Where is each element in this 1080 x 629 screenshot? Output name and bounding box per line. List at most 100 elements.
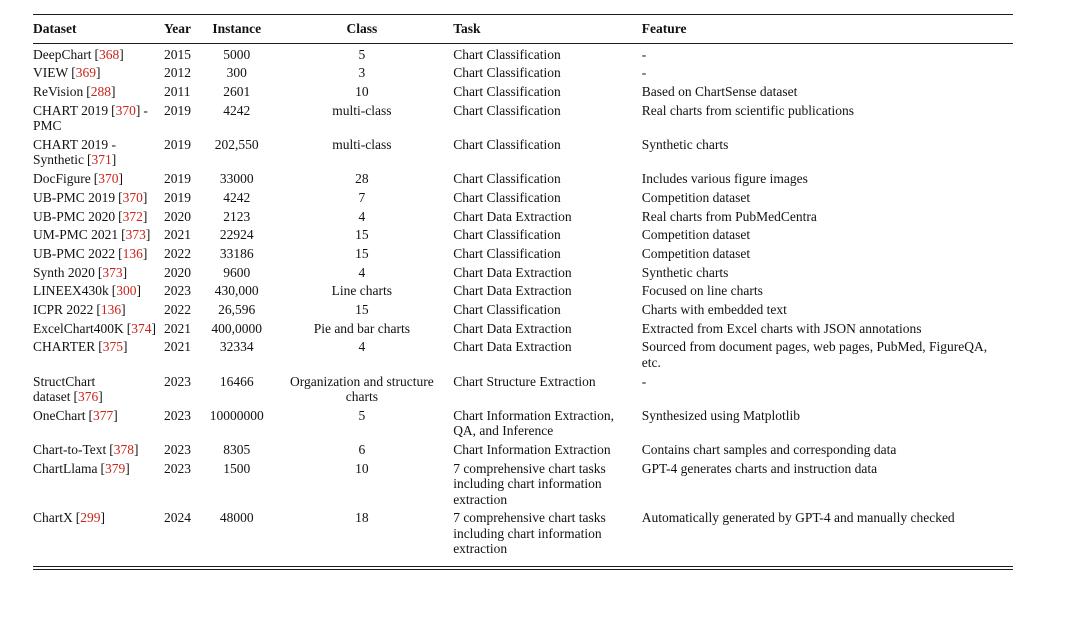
table-row: CHARTER 375 2021 32334 4 Chart Data Extra… xyxy=(33,336,1013,370)
dataset-cell: DeepChart 368 xyxy=(33,43,164,62)
feature-cell: Competition dataset xyxy=(641,245,751,261)
feature-cell: Focused on line charts xyxy=(641,283,763,299)
table-row: UB-PMC 2020 372 2020 2123 4 Chart Data Ex… xyxy=(33,205,1013,224)
citation-number[interactable]: 373 xyxy=(125,227,146,243)
instance-cell: 8305 xyxy=(223,441,251,457)
class-cell: 3 xyxy=(358,65,366,81)
citation-number[interactable]: 377 xyxy=(92,407,114,423)
dataset-name: CHART 2019 - Synthetic xyxy=(33,136,116,168)
citation-number[interactable]: 375 xyxy=(102,339,123,355)
dataset-name: Chart-to-Text xyxy=(33,441,107,457)
feature-cell: Includes various figure images xyxy=(641,171,808,187)
column-header-instance: Instance xyxy=(202,14,279,44)
dataset-name: ExcelChart400K xyxy=(33,320,124,336)
dataset-cell: DocFigure 370 xyxy=(33,168,164,187)
citation-number[interactable]: 288 xyxy=(90,84,111,100)
table-row: UM-PMC 2021 373 2021 22924 15 Chart Class… xyxy=(33,224,1013,243)
task-cell: Chart Data Extraction xyxy=(453,264,572,280)
citation-link[interactable]: 378 xyxy=(109,442,138,457)
citation-link[interactable]: 372 xyxy=(118,209,147,224)
task-cell: Chart Classification xyxy=(453,84,561,100)
task-cell: 7 comprehensive chart tasks including ch… xyxy=(453,460,606,507)
feature-cell: GPT-4 generates charts and instruction d… xyxy=(641,460,878,476)
table-row: Chart-to-Text 378 2023 8305 6 Chart Infor… xyxy=(33,439,1013,458)
feature-cell: Charts with embedded text xyxy=(641,301,787,317)
citation-number[interactable]: 379 xyxy=(104,460,126,476)
citation-number[interactable]: 376 xyxy=(77,389,99,404)
dataset-cell: CHART 2019 370- PMC xyxy=(33,100,164,134)
table-row: DeepChart 368 2015 5000 5 Chart Classific… xyxy=(33,43,1013,62)
citation-number[interactable]: 378 xyxy=(113,441,135,457)
year-cell: 2022 xyxy=(163,301,191,317)
citation-link[interactable]: 370 xyxy=(111,103,140,118)
citation-link[interactable]: 368 xyxy=(94,47,123,62)
citation-number[interactable]: 299 xyxy=(80,510,101,526)
citation-number[interactable]: 136 xyxy=(100,301,122,317)
dataset-cell: UB-PMC 2022 136 xyxy=(33,243,164,262)
dataset-name: UM-PMC 2021 xyxy=(33,227,119,243)
instance-cell: 202,550 xyxy=(214,136,259,152)
dataset-cell: LINEEX430k 300 xyxy=(33,280,164,299)
instance-cell: 10000000 xyxy=(209,407,264,423)
citation-link[interactable]: 136 xyxy=(96,302,125,317)
citation-number[interactable]: 300 xyxy=(116,283,137,299)
instance-cell: 9600 xyxy=(223,264,251,280)
citation-link[interactable]: 370 xyxy=(118,190,147,205)
task-cell: Chart Classification xyxy=(453,171,561,187)
task-cell: Chart Classification xyxy=(453,301,561,317)
year-cell: 2022 xyxy=(163,245,191,261)
year-cell: 2023 xyxy=(163,441,191,457)
dataset-name: CHART 2019 xyxy=(33,102,109,118)
feature-cell: Sourced from document pages, web pages, … xyxy=(641,339,988,370)
citation-number[interactable]: 370 xyxy=(115,102,136,118)
instance-cell: 300 xyxy=(226,65,247,81)
task-cell: Chart Data Extraction xyxy=(453,283,572,299)
instance-cell: 5000 xyxy=(223,46,251,62)
citation-link[interactable]: 371 xyxy=(87,152,116,167)
citation-link[interactable]: 375 xyxy=(98,339,127,354)
class-cell: 10 xyxy=(355,460,369,476)
citation-number[interactable]: 369 xyxy=(75,65,96,81)
year-cell: 2019 xyxy=(163,136,191,152)
class-cell: multi-class xyxy=(332,136,392,152)
class-cell: 4 xyxy=(358,339,366,355)
datasets-table: Dataset Year Instance Class Task Feature… xyxy=(33,14,1013,570)
dataset-name-suffix: - PMC xyxy=(33,102,148,134)
citation-link[interactable]: 300 xyxy=(112,283,141,298)
citation-number[interactable]: 374 xyxy=(131,320,152,336)
dataset-cell: VIEW 369 xyxy=(33,62,164,81)
citation-number[interactable]: 370 xyxy=(122,189,143,205)
citation-link[interactable]: 374 xyxy=(127,321,156,336)
citation-link[interactable]: 377 xyxy=(88,408,117,423)
column-header-class: Class xyxy=(278,14,454,44)
dataset-name: DocFigure xyxy=(33,171,91,187)
year-cell: 2021 xyxy=(163,227,191,243)
citation-link[interactable]: 369 xyxy=(71,65,100,80)
feature-cell: - xyxy=(641,65,647,81)
instance-cell: 2601 xyxy=(223,84,251,100)
citation-link[interactable]: 373 xyxy=(121,227,150,242)
dataset-name: UB-PMC 2019 xyxy=(33,189,116,205)
citation-link[interactable]: 376 xyxy=(73,389,102,404)
citation-number[interactable]: 368 xyxy=(98,46,120,62)
instance-cell: 48000 xyxy=(219,510,254,526)
citation-link[interactable]: 288 xyxy=(86,84,115,99)
dataset-name: ChartX xyxy=(33,510,73,526)
citation-link[interactable]: 379 xyxy=(100,461,129,476)
citation-link[interactable]: 136 xyxy=(118,246,147,261)
citation-number[interactable]: 371 xyxy=(91,152,112,168)
dataset-cell: OneChart 377 xyxy=(33,405,164,439)
citation-link[interactable]: 370 xyxy=(94,171,123,186)
task-cell: Chart Classification xyxy=(453,227,561,243)
citation-number[interactable]: 372 xyxy=(122,208,143,224)
year-cell: 2012 xyxy=(163,65,191,81)
citation-number[interactable]: 136 xyxy=(122,245,143,261)
citation-link[interactable]: 299 xyxy=(76,510,105,525)
citation-number[interactable]: 370 xyxy=(98,171,119,187)
class-cell: Organization and structure charts xyxy=(290,373,434,405)
citation-number[interactable]: 373 xyxy=(102,264,123,280)
citation-link[interactable]: 373 xyxy=(98,265,127,280)
table-row: ChartX 299 2024 48000 18 7 comprehensive … xyxy=(33,507,1013,568)
table-row: CHART 2019 370- PMC 2019 4242 multi-class… xyxy=(33,100,1013,134)
